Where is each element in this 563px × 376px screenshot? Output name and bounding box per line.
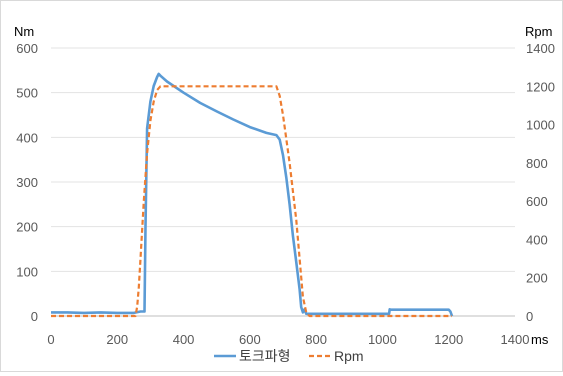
y-right-tick-label: 1200: [526, 79, 555, 94]
y-right-tick-label: 400: [526, 232, 548, 247]
y-right-tick-label: 800: [526, 156, 548, 171]
x-tick-label: 200: [106, 332, 128, 347]
legend-label: 토크파형: [239, 348, 291, 364]
x-tick-label: 800: [305, 332, 327, 347]
y-left-tick-label: 600: [16, 41, 38, 56]
legend: 토크파형 Rpm: [214, 348, 364, 364]
x-tick-label: 600: [239, 332, 261, 347]
y-right-tick-label: 1000: [526, 118, 555, 133]
y-right-tick-label: 0: [526, 309, 533, 324]
series-line-torque: [51, 72, 454, 317]
y-right-unit: Rpm: [525, 24, 552, 39]
y-left-tick-label: 300: [16, 175, 38, 190]
y-left-tick-label: 0: [31, 309, 38, 324]
x-tick-label: 1000: [368, 332, 397, 347]
series-lines: [51, 72, 454, 318]
tick-labels: 0 100 200 300 400 500 600 0 200 400 600 800 1000 1200…: [16, 41, 555, 347]
x-unit: ms: [531, 332, 549, 347]
y-left-tick-label: 500: [16, 86, 38, 101]
y-right-tick-label: 1400: [526, 41, 555, 56]
series-line-rpm: [51, 85, 452, 318]
y-right-tick-label: 200: [526, 271, 548, 286]
y-left-tick-label: 400: [16, 130, 38, 145]
y-right-tick-label: 600: [526, 194, 548, 209]
y-left-unit: Nm: [14, 24, 34, 39]
y-left-tick-label: 100: [16, 264, 38, 279]
grid-lines: [51, 47, 515, 317]
x-tick-label: 1200: [434, 332, 463, 347]
legend-label: Rpm: [334, 348, 364, 364]
x-tick-label: 400: [173, 332, 195, 347]
x-tick-label: 1400: [501, 332, 530, 347]
x-tick-label: 0: [47, 332, 54, 347]
y-left-tick-label: 200: [16, 220, 38, 235]
